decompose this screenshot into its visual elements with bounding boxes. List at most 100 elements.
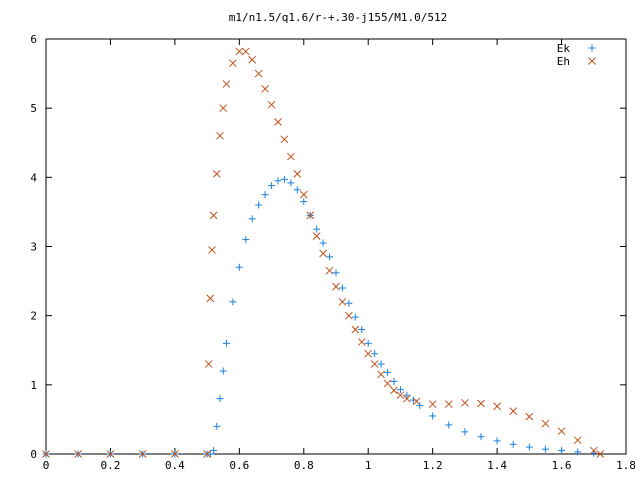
data-point (171, 450, 179, 458)
data-point (216, 131, 224, 140)
data-point (416, 402, 424, 410)
y-tick-label: 0 (30, 448, 37, 461)
data-point (390, 386, 398, 395)
data-point (477, 433, 485, 441)
x-tick-label: 1.4 (487, 459, 507, 472)
data-point (235, 263, 243, 271)
data-point (345, 299, 353, 307)
data-point (525, 443, 533, 451)
data-point (204, 360, 213, 368)
data-point (300, 198, 308, 206)
data-point (319, 249, 327, 258)
data-point (248, 215, 256, 223)
data-point (429, 412, 437, 420)
data-point (287, 152, 295, 161)
data-point (216, 395, 224, 403)
data-point (428, 400, 437, 409)
x-tick-label: 1.2 (423, 459, 443, 472)
data-point (293, 170, 302, 178)
data-point (477, 399, 485, 408)
data-point (242, 236, 250, 244)
series-ek (42, 175, 598, 458)
data-point (396, 391, 405, 400)
data-point (325, 266, 334, 275)
data-point (203, 450, 211, 458)
x-tick-label: 1.8 (616, 459, 636, 472)
data-point (596, 450, 605, 458)
data-point (493, 402, 501, 411)
data-point (345, 311, 353, 320)
data-point (351, 325, 360, 334)
data-point (261, 84, 269, 93)
data-point (445, 421, 453, 429)
data-point (306, 211, 315, 220)
data-point (573, 436, 582, 445)
data-point (332, 282, 340, 291)
series-eh (42, 47, 605, 458)
x-tick-label: 0 (43, 459, 50, 472)
data-point (42, 450, 50, 458)
y-tick-label: 5 (30, 102, 37, 115)
data-point (589, 446, 598, 455)
data-point (274, 177, 282, 185)
data-point (461, 428, 469, 436)
y-tick-label: 1 (30, 379, 37, 392)
x-tick-label: 0.2 (101, 459, 121, 472)
data-point (248, 55, 257, 64)
legend-label-ek: Ek (557, 42, 571, 55)
data-point (206, 450, 214, 458)
legend-marker-eh (588, 57, 596, 65)
data-point (255, 201, 263, 209)
data-point (274, 118, 282, 126)
data-point (229, 59, 237, 68)
data-point (261, 191, 269, 199)
data-point (383, 379, 392, 388)
data-point (493, 437, 501, 445)
data-point (106, 450, 115, 458)
data-point (384, 368, 392, 376)
data-point (219, 104, 228, 113)
data-point (293, 186, 301, 194)
data-point (213, 422, 221, 430)
data-point (313, 225, 321, 233)
data-point (371, 350, 379, 358)
data-point (390, 377, 398, 385)
y-tick-label: 3 (30, 241, 37, 254)
data-point (377, 370, 385, 379)
data-point (254, 69, 263, 78)
data-point (377, 360, 385, 368)
data-point (525, 412, 534, 421)
data-point (138, 450, 147, 458)
data-point (364, 339, 372, 347)
y-tick-label: 2 (30, 310, 37, 323)
data-point (403, 394, 411, 403)
data-point (241, 47, 250, 56)
data-point (509, 407, 518, 415)
x-tick-label: 1.6 (552, 459, 572, 472)
data-point (74, 450, 83, 458)
data-point (412, 397, 421, 406)
data-point (280, 135, 289, 144)
x-tick-label: 0.8 (294, 459, 314, 472)
y-tick-label: 4 (30, 171, 37, 184)
x-tick-label: 0.6 (229, 459, 249, 472)
data-point (287, 179, 295, 187)
data-point (357, 338, 366, 346)
legend-label-eh: Eh (557, 55, 570, 68)
data-point (267, 100, 276, 109)
data-point (509, 440, 517, 448)
data-point (557, 427, 566, 436)
chart-title: m1/n1.5/q1.6/r-+.30-j155/M1.0/512 (229, 11, 448, 24)
data-series (42, 47, 605, 458)
data-point (219, 367, 227, 375)
plot-frame (45, 38, 627, 455)
data-point (268, 182, 276, 190)
data-point (326, 253, 334, 261)
x-tick-label: 1 (365, 459, 372, 472)
data-point (229, 298, 237, 306)
data-point (574, 448, 582, 456)
data-point (541, 419, 550, 428)
data-point (210, 447, 218, 455)
data-point (403, 391, 411, 399)
